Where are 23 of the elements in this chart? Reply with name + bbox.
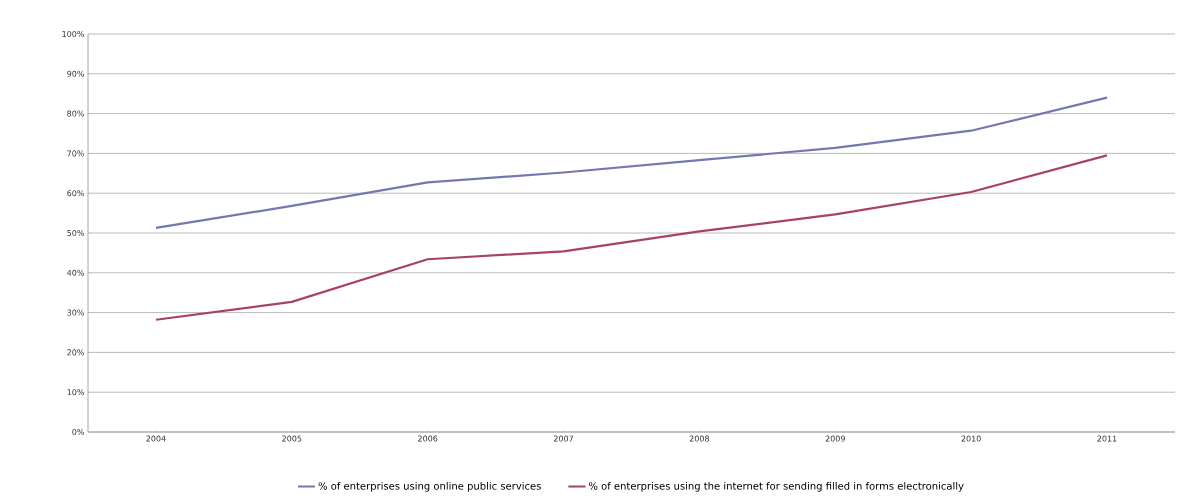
legend-label: % of enterprises using the internet for sending filled in forms electronically <box>588 481 964 492</box>
y-tick-label: 70% <box>67 150 85 157</box>
legend-label: % of enterprises using online public services <box>318 481 541 492</box>
x-tick-label: 2008 <box>689 435 710 442</box>
y-tick-label: 100% <box>62 30 85 38</box>
y-tick-label: 0% <box>72 428 85 436</box>
line-series <box>154 96 1109 229</box>
line-series <box>154 154 1109 321</box>
y-tick-label: 20% <box>67 349 85 356</box>
y-tick-label: 60% <box>67 190 85 197</box>
y-tick-label: 30% <box>67 309 85 316</box>
y-tick-label: 40% <box>67 269 85 276</box>
x-tick-label: 2010 <box>961 435 981 442</box>
x-tick-label: 2005 <box>282 435 302 442</box>
y-tick-label: 80% <box>67 110 85 117</box>
x-tick-label: 2006 <box>418 435 438 442</box>
y-tick-label: 10% <box>67 389 85 396</box>
y-tick-label: 50% <box>67 229 85 237</box>
x-tick-label: 2004 <box>146 435 166 442</box>
x-tick-label: 2011 <box>1097 435 1117 442</box>
y-tick-label: 90% <box>67 70 85 77</box>
x-tick-label: 2007 <box>553 435 574 442</box>
x-tick-label: 2009 <box>825 435 845 442</box>
